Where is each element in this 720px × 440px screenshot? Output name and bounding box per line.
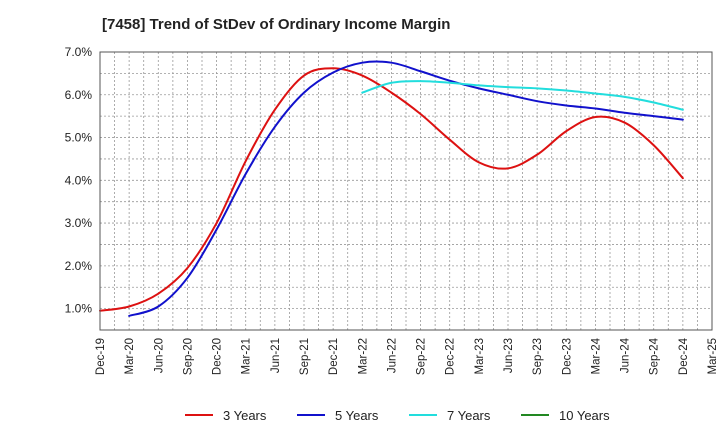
legend: 3 Years 5 Years 7 Years 10 Years	[185, 408, 610, 423]
x-tick-label: Mar-22	[357, 338, 369, 374]
y-tick-label: 3.0%	[65, 216, 93, 230]
x-tick-label: Dec-19	[95, 338, 107, 375]
x-tick-label: Sep-20	[182, 338, 194, 375]
series-lines	[99, 60, 684, 317]
y-tick-label: 4.0%	[65, 173, 93, 187]
y-tick-label: 7.0%	[65, 45, 93, 59]
x-tick-label: Jun-20	[153, 338, 165, 373]
x-tick-label: Dec-22	[445, 338, 457, 375]
x-tick-label: Dec-20	[212, 338, 224, 375]
x-tick-label: Mar-25	[707, 338, 719, 374]
series-line-5-years	[128, 60, 684, 317]
series-line-7-years	[361, 80, 684, 111]
x-tick-label: Jun-24	[620, 337, 632, 373]
x-tick-label: Dec-21	[328, 338, 340, 375]
y-tick-label: 6.0%	[65, 88, 93, 102]
x-tick-label: Sep-21	[299, 338, 311, 375]
x-tick-label: Dec-23	[561, 338, 573, 375]
x-tick-label: Mar-21	[241, 338, 253, 374]
y-tick-label: 5.0%	[65, 131, 93, 145]
x-tick-label: Sep-24	[649, 337, 661, 375]
x-tick-label: Mar-20	[124, 338, 136, 374]
chart-title: [7458] Trend of StDev of Ordinary Income…	[102, 16, 451, 33]
legend-label-5-years: 5 Years	[335, 408, 379, 423]
series-line-3-years	[99, 67, 684, 312]
x-tick-label: Sep-23	[532, 338, 544, 375]
x-tick-label: Jun-22	[386, 338, 398, 373]
legend-label-3-years: 3 Years	[223, 408, 267, 423]
x-tick-label: Mar-24	[590, 337, 602, 374]
x-tick-label: Jun-21	[270, 338, 282, 373]
x-tick-label: Dec-24	[678, 337, 690, 375]
x-axis-ticks: Dec-19 Mar-20 Jun-20 Sep-20 Dec-20 Mar-21 Jun-…	[95, 337, 719, 375]
y-tick-label: 1.0%	[65, 302, 93, 316]
y-tick-label: 2.0%	[65, 259, 93, 273]
x-tick-label: Mar-23	[474, 338, 486, 374]
grid	[99, 51, 713, 331]
x-tick-label: Jun-23	[503, 338, 515, 373]
legend-label-10-years: 10 Years	[559, 408, 610, 423]
y-axis-ticks: 1.0% 2.0% 3.0% 4.0% 5.0% 6.0% 7.0%	[65, 45, 93, 316]
legend-label-7-years: 7 Years	[447, 408, 491, 423]
x-tick-label: Sep-22	[416, 338, 428, 375]
plot-frame	[99, 51, 713, 331]
